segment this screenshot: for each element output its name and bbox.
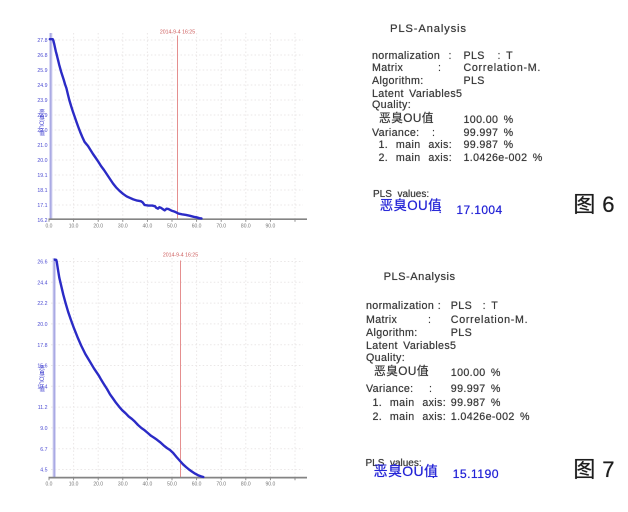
svg-text:24.9: 24.9 [37, 83, 47, 89]
svg-text:2014-9-4 16:25: 2014-9-4 16:25 [163, 253, 198, 259]
svg-text:0.0: 0.0 [46, 482, 53, 488]
svg-text:60.0: 60.0 [192, 223, 202, 229]
svg-text:25.9: 25.9 [37, 68, 47, 74]
svg-text:80.0: 80.0 [241, 482, 251, 488]
svg-text:9.0: 9.0 [40, 426, 47, 432]
svg-text:40.0: 40.0 [143, 482, 153, 488]
svg-text:18.1: 18.1 [37, 188, 47, 194]
svg-text:19.1: 19.1 [37, 173, 47, 179]
svg-text:26.6: 26.6 [37, 260, 47, 266]
svg-text:30.0: 30.0 [118, 223, 128, 229]
svg-text:2014-9-4 16:25: 2014-9-4 16:25 [160, 30, 195, 36]
svg-text:17.8: 17.8 [37, 343, 47, 349]
svg-text:恶臭OU值: 恶臭OU值 [38, 109, 45, 137]
svg-text:60.0: 60.0 [192, 482, 202, 488]
svg-text:27.8: 27.8 [37, 38, 47, 44]
svg-text:20.0: 20.0 [37, 158, 47, 164]
svg-text:22.2: 22.2 [37, 301, 47, 307]
svg-text:16.2: 16.2 [37, 218, 47, 224]
svg-text:15.6: 15.6 [37, 364, 47, 370]
svg-text:22.0: 22.0 [37, 128, 47, 134]
svg-text:0.0: 0.0 [46, 223, 53, 229]
svg-text:90.0: 90.0 [266, 223, 276, 229]
svg-text:30.0: 30.0 [118, 482, 128, 488]
svg-text:70.0: 70.0 [216, 482, 226, 488]
svg-text:20.0: 20.0 [93, 482, 103, 488]
svg-text:90.0: 90.0 [266, 482, 276, 488]
svg-text:恶臭OU值: 恶臭OU值 [38, 365, 45, 393]
svg-text:80.0: 80.0 [241, 223, 251, 229]
svg-text:20.0: 20.0 [93, 223, 103, 229]
svg-text:11.2: 11.2 [38, 405, 48, 411]
svg-text:21.0: 21.0 [37, 143, 47, 149]
svg-text:20.0: 20.0 [37, 322, 47, 328]
svg-text:10.0: 10.0 [69, 482, 79, 488]
svg-text:50.0: 50.0 [167, 482, 177, 488]
svg-text:40.0: 40.0 [143, 223, 153, 229]
svg-text:26.8: 26.8 [37, 53, 47, 59]
svg-text:4.5: 4.5 [40, 468, 47, 474]
svg-text:23.9: 23.9 [37, 98, 47, 104]
svg-text:22.9: 22.9 [37, 113, 47, 119]
svg-text:50.0: 50.0 [167, 223, 177, 229]
svg-text:24.4: 24.4 [37, 280, 47, 286]
svg-text:17.1: 17.1 [37, 203, 47, 209]
svg-text:70.0: 70.0 [216, 223, 226, 229]
svg-text:10.0: 10.0 [69, 223, 79, 229]
svg-text:13.4: 13.4 [37, 384, 47, 390]
svg-text:6.7: 6.7 [40, 447, 47, 453]
